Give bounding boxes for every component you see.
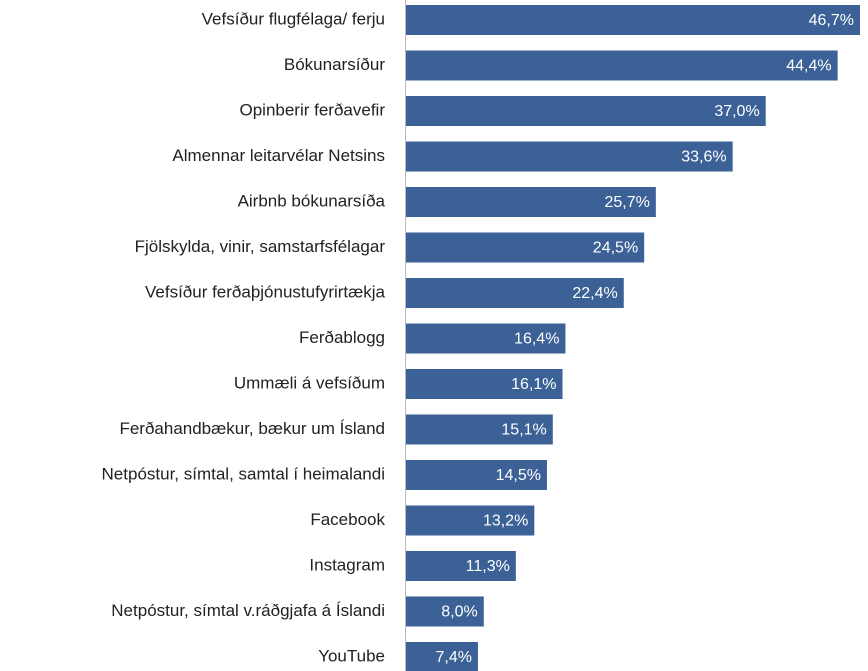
category-label: Instagram <box>309 555 385 574</box>
bar <box>406 551 516 581</box>
value-label: 11,3% <box>466 558 510 575</box>
category-label: YouTube <box>318 646 385 665</box>
value-label: 44,4% <box>786 58 831 75</box>
bar <box>406 323 566 354</box>
category-label: Ferðablogg <box>299 328 385 347</box>
category-label: Vefsíður ferðaþjónustufyrirtækja <box>145 282 386 301</box>
bar <box>406 5 860 35</box>
bar <box>406 96 766 126</box>
bar <box>406 596 484 627</box>
category-label: Fjölskylda, vinir, samstarfsfélagar <box>135 237 386 256</box>
bar <box>406 141 733 172</box>
value-label: 37,0% <box>714 103 759 120</box>
bar <box>406 414 553 445</box>
bar <box>406 460 547 490</box>
category-label: Ferðahandbækur, bækur um Ísland <box>119 419 385 438</box>
bar <box>406 642 478 671</box>
bar <box>406 278 624 308</box>
category-label: Netpóstur, símtal, samtal í heimalandi <box>102 464 385 483</box>
value-label: 16,1% <box>511 376 556 393</box>
value-label: 22,4% <box>572 285 617 302</box>
category-label: Almennar leitarvélar Netsins <box>172 146 385 165</box>
value-label: 33,6% <box>681 149 726 166</box>
value-label: 15,1% <box>501 422 546 439</box>
value-label: 46,7% <box>809 12 854 29</box>
value-label: 24,5% <box>593 240 638 257</box>
category-label: Netpóstur, símtal v.ráðgjafa á Íslandi <box>111 601 385 620</box>
bar <box>406 50 838 81</box>
category-label: Vefsíður flugfélaga/ ferju <box>202 9 385 28</box>
category-label: Facebook <box>310 510 385 529</box>
value-label: 16,4% <box>514 331 559 348</box>
bar <box>406 187 656 217</box>
value-label: 7,4% <box>435 649 471 666</box>
category-label: Airbnb bókunarsíða <box>238 191 386 210</box>
bar <box>406 232 645 263</box>
value-label: 13,2% <box>483 513 528 530</box>
value-label: 14,5% <box>496 467 541 484</box>
bar <box>406 369 563 399</box>
bar <box>406 505 535 536</box>
value-label: 8,0% <box>441 604 477 621</box>
category-label: Opinberir ferðavefir <box>239 100 385 119</box>
category-label: Ummæli á vefsíðum <box>234 373 385 392</box>
value-label: 25,7% <box>604 194 649 211</box>
category-label: Bókunarsíður <box>284 55 385 74</box>
